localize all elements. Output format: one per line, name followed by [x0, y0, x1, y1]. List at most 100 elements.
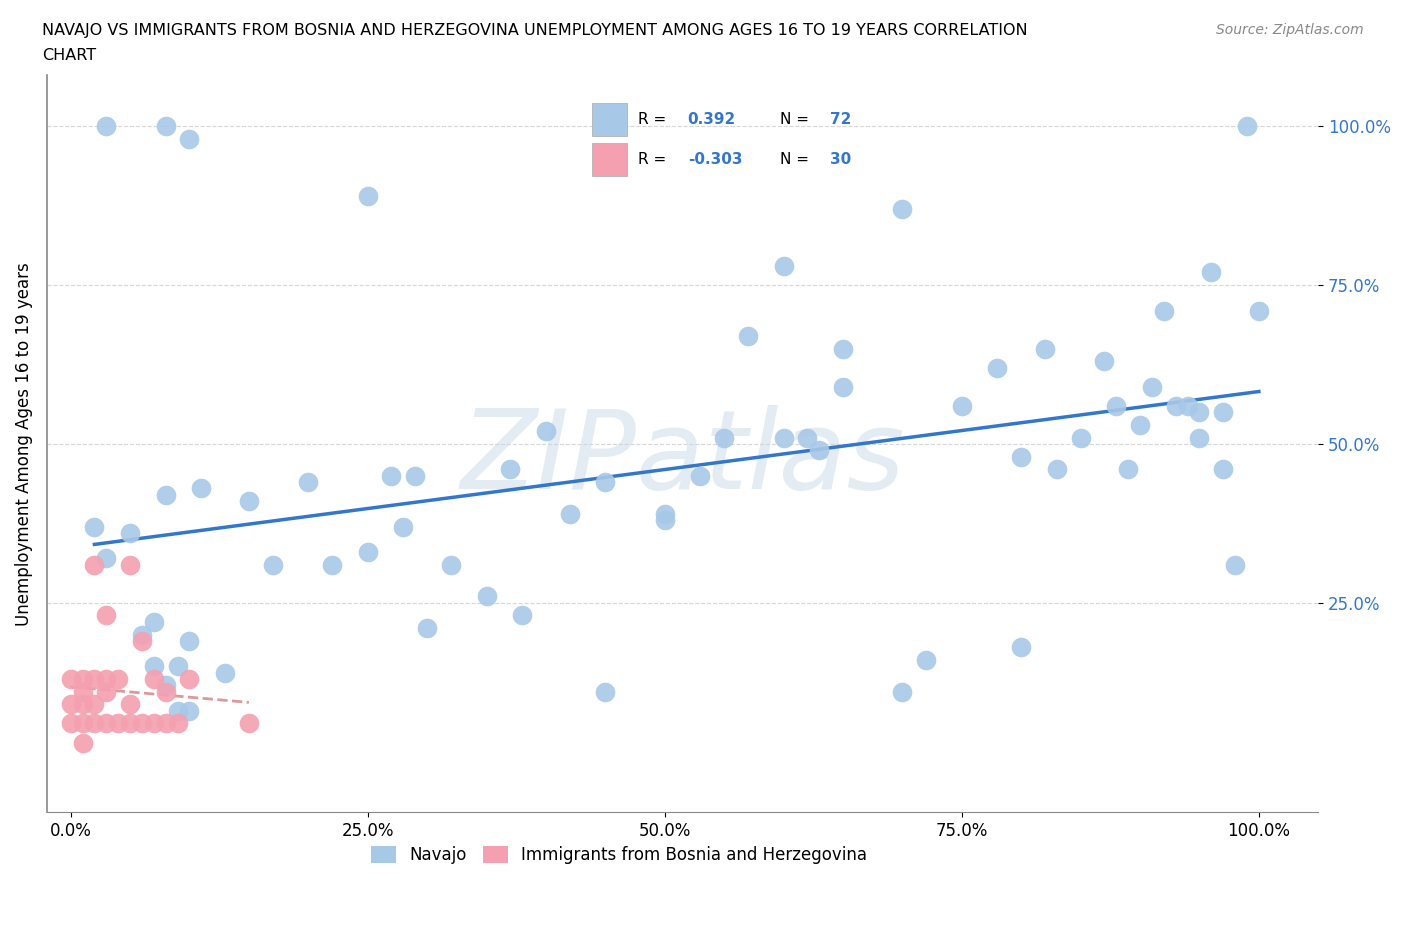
- Y-axis label: Unemployment Among Ages 16 to 19 years: Unemployment Among Ages 16 to 19 years: [15, 262, 32, 626]
- Point: [120, 557, 142, 572]
- Legend: Navajo, Immigrants from Bosnia and Herzegovina: Navajo, Immigrants from Bosnia and Herze…: [364, 839, 875, 870]
- Point: [107, 716, 129, 731]
- Point: [83, 519, 105, 534]
- Point: [1212, 405, 1234, 419]
- Point: [915, 653, 938, 668]
- Point: [499, 462, 522, 477]
- Text: Source: ZipAtlas.com: Source: ZipAtlas.com: [1216, 23, 1364, 37]
- Point: [72, 684, 94, 699]
- Point: [107, 671, 129, 686]
- Point: [96, 716, 118, 731]
- Point: [380, 468, 402, 483]
- Point: [772, 259, 794, 273]
- Point: [297, 474, 319, 489]
- Point: [131, 627, 153, 642]
- Point: [190, 481, 212, 496]
- Text: ZIPatlas: ZIPatlas: [460, 405, 905, 512]
- Point: [558, 506, 581, 521]
- Point: [214, 665, 236, 680]
- Point: [1105, 398, 1128, 413]
- Point: [1164, 398, 1187, 413]
- Point: [1140, 379, 1163, 394]
- Text: CHART: CHART: [42, 48, 96, 63]
- Point: [96, 608, 118, 623]
- Point: [891, 202, 914, 217]
- Point: [986, 360, 1008, 375]
- Point: [142, 615, 165, 630]
- Point: [1223, 557, 1246, 572]
- Point: [72, 735, 94, 750]
- Point: [808, 443, 831, 458]
- Point: [179, 703, 201, 718]
- Point: [96, 119, 118, 134]
- Point: [321, 557, 343, 572]
- Point: [1247, 303, 1270, 318]
- Point: [832, 341, 855, 356]
- Point: [796, 430, 818, 445]
- Point: [142, 716, 165, 731]
- Point: [59, 716, 82, 731]
- Point: [83, 671, 105, 686]
- Point: [404, 468, 426, 483]
- Point: [1188, 430, 1211, 445]
- Point: [120, 697, 142, 711]
- Point: [155, 487, 177, 502]
- Point: [155, 119, 177, 134]
- Point: [654, 512, 676, 527]
- Point: [131, 633, 153, 648]
- Point: [262, 557, 284, 572]
- Point: [737, 328, 759, 343]
- Point: [772, 430, 794, 445]
- Point: [1116, 462, 1139, 477]
- Point: [179, 633, 201, 648]
- Point: [392, 519, 415, 534]
- Point: [1236, 119, 1258, 134]
- Point: [155, 716, 177, 731]
- Point: [475, 589, 498, 604]
- Point: [1129, 418, 1152, 432]
- Point: [689, 468, 711, 483]
- Point: [59, 697, 82, 711]
- Point: [713, 430, 735, 445]
- Point: [1010, 640, 1032, 655]
- Point: [832, 379, 855, 394]
- Point: [59, 671, 82, 686]
- Point: [1201, 265, 1223, 280]
- Point: [238, 494, 260, 509]
- Point: [155, 678, 177, 693]
- Point: [510, 608, 533, 623]
- Point: [96, 684, 118, 699]
- Point: [1153, 303, 1175, 318]
- Point: [891, 684, 914, 699]
- Point: [1010, 449, 1032, 464]
- Point: [120, 716, 142, 731]
- Point: [83, 697, 105, 711]
- Point: [534, 424, 557, 439]
- Point: [1188, 405, 1211, 419]
- Point: [166, 658, 188, 673]
- Point: [179, 671, 201, 686]
- Point: [120, 525, 142, 540]
- Text: NAVAJO VS IMMIGRANTS FROM BOSNIA AND HERZEGOVINA UNEMPLOYMENT AMONG AGES 16 TO 1: NAVAJO VS IMMIGRANTS FROM BOSNIA AND HER…: [42, 23, 1028, 38]
- Point: [238, 716, 260, 731]
- Point: [1177, 398, 1199, 413]
- Point: [416, 620, 439, 635]
- Point: [179, 131, 201, 146]
- Point: [72, 697, 94, 711]
- Point: [131, 716, 153, 731]
- Point: [357, 544, 380, 559]
- Point: [142, 658, 165, 673]
- Point: [654, 506, 676, 521]
- Point: [166, 716, 188, 731]
- Point: [72, 671, 94, 686]
- Point: [72, 716, 94, 731]
- Point: [166, 703, 188, 718]
- Point: [83, 716, 105, 731]
- Point: [950, 398, 973, 413]
- Point: [142, 671, 165, 686]
- Point: [96, 671, 118, 686]
- Point: [96, 551, 118, 565]
- Point: [155, 684, 177, 699]
- Point: [1212, 462, 1234, 477]
- Point: [357, 189, 380, 204]
